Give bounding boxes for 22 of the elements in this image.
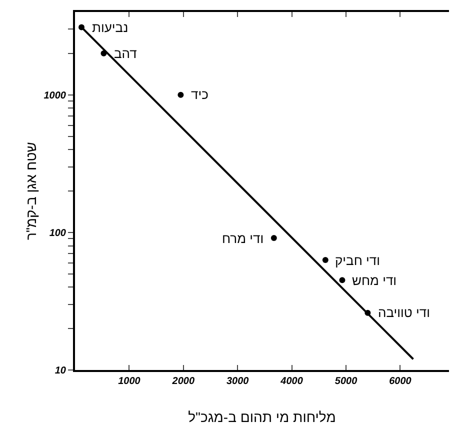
point: [270, 235, 277, 242]
x-tick-label: 4000: [280, 376, 304, 387]
y-tick-label: 100: [49, 228, 66, 239]
x-tick-label: 6000: [389, 376, 412, 387]
annotation: ודי טוויבה: [378, 305, 430, 320]
point: [339, 277, 346, 284]
y-tick-label: 10: [54, 366, 66, 376]
y-tick-label: 1000: [44, 90, 66, 102]
annotation: ודי מרח: [222, 231, 264, 246]
annotation: נביעות: [92, 20, 128, 35]
annotation: ודי מחש: [352, 273, 397, 288]
y-axis-title: שטח אגן ב-קמ"ר: [23, 142, 39, 240]
point: [322, 257, 328, 264]
annotation: דהב: [114, 46, 137, 61]
point: [178, 92, 184, 98]
x-tick-label: 1000: [118, 376, 141, 387]
x-tick-label: 5000: [334, 376, 358, 387]
annotation: כיד: [191, 87, 209, 102]
x-tick-label: 2000: [171, 376, 195, 387]
x-axis-title: מליחות מי תהום ב-מגכ"ל: [188, 409, 336, 425]
annotation: ודי חביק: [335, 253, 380, 268]
x-tick-label: 3000: [226, 376, 250, 387]
